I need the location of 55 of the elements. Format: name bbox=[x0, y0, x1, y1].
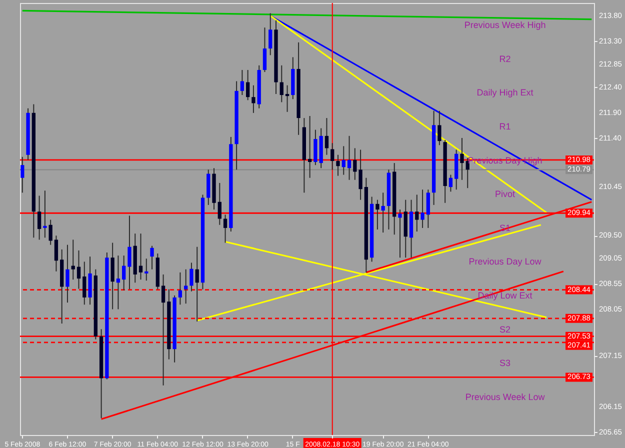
candlestick bbox=[184, 268, 188, 304]
candlestick bbox=[347, 135, 352, 180]
candlestick bbox=[448, 174, 453, 192]
candlestick bbox=[37, 195, 42, 240]
candlestick bbox=[178, 272, 182, 306]
candlestick bbox=[246, 69, 250, 101]
candlestick bbox=[314, 129, 318, 166]
candlestick bbox=[398, 209, 402, 258]
candlestick bbox=[223, 214, 228, 244]
annotation: Daily High Ext bbox=[476, 88, 534, 98]
candlestick bbox=[128, 215, 132, 290]
annotation: S2 bbox=[500, 324, 511, 334]
candlestick bbox=[381, 192, 385, 234]
annotation: Previous Week High bbox=[464, 20, 546, 30]
candlestick bbox=[308, 115, 312, 178]
candlestick bbox=[285, 84, 290, 112]
candlestick bbox=[116, 255, 120, 310]
candlestick bbox=[460, 137, 464, 180]
annotation: Previous Week Low bbox=[465, 392, 546, 402]
candlestick bbox=[82, 261, 86, 306]
candlestick bbox=[280, 64, 284, 103]
candlestick bbox=[218, 182, 222, 226]
candlestick bbox=[150, 245, 154, 270]
candlestick bbox=[161, 274, 166, 386]
candlestick bbox=[144, 258, 148, 282]
candlestick bbox=[76, 250, 81, 290]
candlestick bbox=[20, 156, 24, 194]
candlestick bbox=[415, 194, 419, 232]
candlestick bbox=[190, 262, 194, 292]
candlestick bbox=[426, 189, 430, 228]
candlestick bbox=[330, 142, 334, 170]
annotation: Previous Day Low bbox=[468, 256, 542, 267]
candlestick bbox=[54, 235, 58, 272]
candlestick bbox=[438, 110, 442, 146]
candlestick bbox=[122, 255, 126, 291]
candlestick bbox=[48, 219, 52, 246]
candlestick bbox=[262, 27, 267, 73]
annotation: S3 bbox=[500, 358, 511, 368]
candlestick bbox=[66, 244, 70, 304]
candlestick bbox=[71, 239, 75, 280]
candlestick bbox=[353, 148, 357, 180]
candlestick bbox=[138, 233, 143, 280]
candlestick bbox=[420, 189, 424, 228]
candlestick bbox=[324, 118, 329, 156]
annotation: R2 bbox=[499, 54, 511, 64]
candlestick bbox=[240, 69, 244, 96]
candlestick bbox=[358, 149, 362, 200]
candlestick bbox=[336, 154, 340, 176]
annotation: Pivot bbox=[495, 189, 516, 200]
candlestick bbox=[43, 190, 47, 238]
candlestick bbox=[195, 246, 199, 322]
candlestick bbox=[376, 199, 380, 230]
candlestick bbox=[342, 146, 346, 176]
candlestick bbox=[252, 84, 256, 114]
annotation: R1 bbox=[499, 121, 511, 132]
